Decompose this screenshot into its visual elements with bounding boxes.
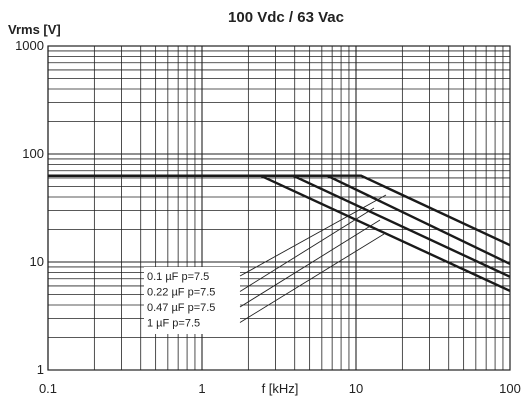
x-axis-label: f [kHz]: [262, 381, 299, 396]
legend-leader-line: [239, 207, 375, 292]
legend: 0.1 µF p=7.5 0.22 µF p=7.5 0.47 µF p=7.5 1 …: [144, 194, 387, 334]
y-tick-label: 100: [22, 146, 44, 161]
y-axis-label: Vrms [V]: [8, 22, 61, 37]
y-tick-label: 10: [30, 254, 44, 269]
x-tick-label: 1: [198, 381, 205, 396]
legend-entry: 0.1 µF p=7.5: [147, 271, 209, 283]
legend-entry: 1 µF p=7.5: [147, 318, 200, 330]
legend-leader-line: [239, 233, 385, 323]
series-lines: [48, 174, 511, 292]
chart-title: 100 Vdc / 63 Vac: [228, 9, 344, 26]
plot-frame: [47, 45, 511, 371]
y-tick-label: 1000: [15, 38, 44, 53]
x-tick-label: 0.1: [39, 381, 57, 396]
legend-entry: 0.47 µF p=7.5: [147, 302, 215, 314]
x-tick-label: 100: [499, 381, 521, 396]
x-tick-label: 10: [349, 381, 363, 396]
series-line-4: [48, 174, 511, 292]
tick-labels: 0.1 1 10 100 1 10 100 1000: [15, 38, 521, 396]
legend-box: [144, 267, 240, 334]
series-line-2: [48, 174, 511, 265]
grid: [47, 46, 510, 371]
legend-entry: 0.22 µF p=7.5: [147, 287, 215, 299]
legend-leader-line: [239, 194, 387, 277]
legend-leader-line: [239, 219, 381, 308]
y-tick-label: 1: [37, 362, 44, 377]
